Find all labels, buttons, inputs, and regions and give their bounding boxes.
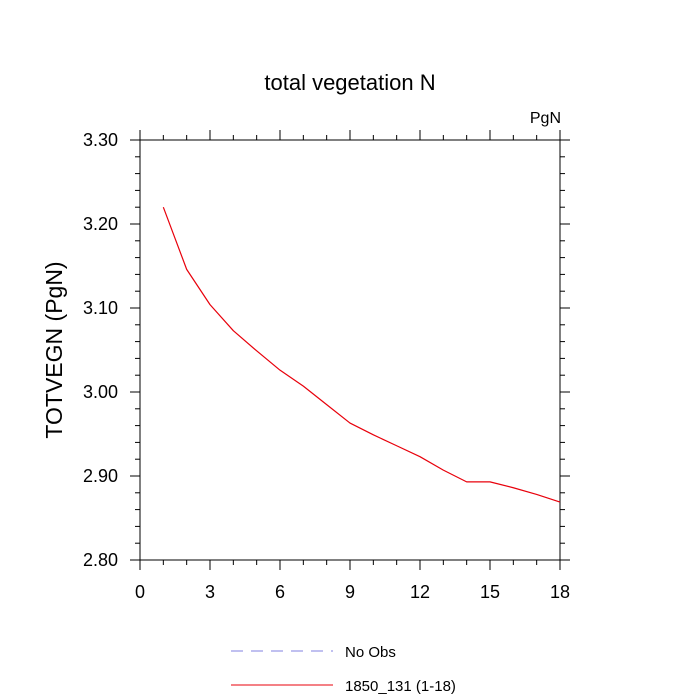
y-tick-label: 3.20: [83, 214, 118, 234]
y-tick-label: 2.90: [83, 466, 118, 486]
y-tick-label: 2.80: [83, 550, 118, 570]
legend-label: 1850_131 (1-18): [345, 678, 456, 695]
series-lines: [162, 206, 561, 503]
chart-title: total vegetation N: [264, 70, 435, 95]
x-tick-label: 18: [550, 582, 570, 602]
series-line: [162, 206, 561, 503]
units-label: PgN: [530, 110, 561, 127]
x-tick-label: 15: [480, 582, 500, 602]
x-tick-label: 9: [345, 582, 355, 602]
x-tick-label: 3: [205, 582, 215, 602]
y-tick-label: 3.10: [83, 298, 118, 318]
legend-label: No Obs: [345, 644, 396, 661]
axis-ticks: [130, 130, 570, 570]
x-tick-label: 12: [410, 582, 430, 602]
legend: No Obs 1850_131 (1-18): [231, 644, 456, 695]
y-tick-label: 3.00: [83, 382, 118, 402]
y-axis-label: TOTVEGN (PgN): [41, 261, 67, 438]
x-tick-label: 6: [275, 582, 285, 602]
y-tick-label: 3.30: [83, 130, 118, 150]
plot-frame: [139, 139, 561, 561]
axis-tick-labels: 0 3 6 9 12 15 18 2.80 2.90 3.00 3.10 3.20 3.30: [83, 130, 570, 602]
x-tick-label: 0: [135, 582, 145, 602]
